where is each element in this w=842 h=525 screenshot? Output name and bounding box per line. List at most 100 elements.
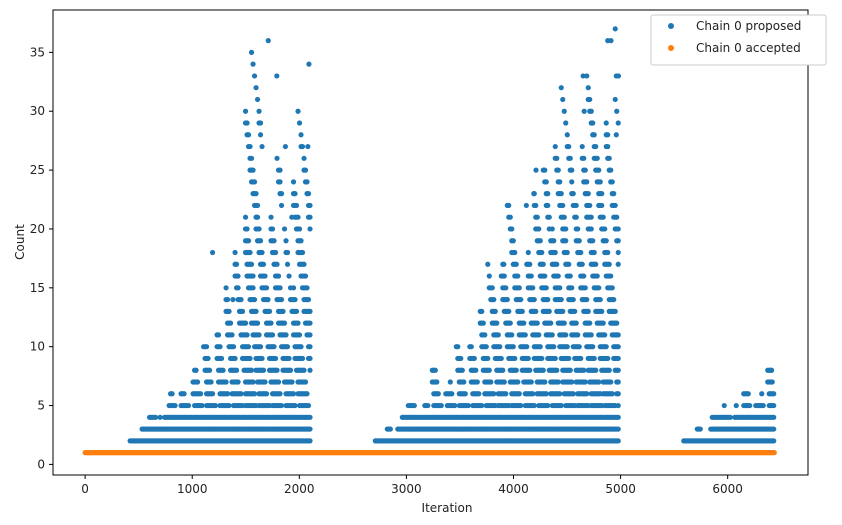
proposed-point — [501, 273, 507, 279]
proposed-point — [286, 355, 292, 362]
y-tick-label: 25 — [30, 163, 45, 177]
proposed-point — [248, 49, 255, 55]
proposed-point — [474, 379, 480, 385]
x-tick-label: 3000 — [391, 482, 422, 496]
proposed-point — [271, 344, 277, 350]
accepted-point — [771, 450, 777, 456]
proposed-point — [615, 414, 621, 420]
proposed-point — [585, 191, 591, 197]
proposed-point — [263, 285, 270, 291]
proposed-point — [307, 226, 313, 232]
proposed-point — [555, 273, 561, 279]
proposed-point — [613, 132, 619, 138]
proposed-point — [573, 320, 579, 326]
proposed-point — [265, 38, 271, 44]
proposed-point — [268, 320, 274, 326]
proposed-point — [250, 379, 256, 385]
proposed-point — [534, 214, 540, 220]
x-tick-label: 5000 — [605, 482, 636, 496]
proposed-point — [447, 379, 453, 385]
proposed-point — [605, 249, 611, 256]
proposed-point — [438, 402, 444, 409]
proposed-point — [212, 402, 219, 409]
proposed-point — [584, 391, 590, 397]
proposed-point — [605, 132, 611, 138]
proposed-point — [263, 391, 270, 397]
proposed-point — [557, 285, 563, 291]
proposed-point — [578, 355, 584, 362]
proposed-point — [611, 191, 617, 197]
proposed-point — [584, 179, 590, 185]
proposed-point — [599, 202, 605, 209]
proposed-point — [575, 332, 581, 338]
proposed-point — [185, 402, 192, 409]
proposed-point — [566, 261, 572, 267]
proposed-point — [513, 261, 519, 267]
proposed-point — [612, 96, 618, 103]
proposed-point — [554, 367, 560, 373]
proposed-point — [224, 296, 231, 303]
proposed-point — [536, 332, 542, 338]
proposed-point — [278, 296, 285, 303]
proposed-point — [235, 379, 241, 385]
proposed-point — [602, 226, 608, 232]
proposed-point — [287, 367, 294, 373]
proposed-point — [531, 191, 537, 197]
proposed-point — [593, 367, 599, 373]
proposed-point — [253, 214, 260, 220]
proposed-point — [434, 379, 440, 385]
proposed-point — [486, 273, 492, 279]
proposed-point — [533, 308, 539, 314]
proposed-point — [608, 273, 614, 279]
proposed-point — [536, 226, 542, 232]
proposed-point — [513, 367, 519, 373]
proposed-point — [411, 402, 417, 409]
proposed-point — [521, 320, 527, 326]
proposed-point — [296, 120, 303, 126]
proposed-point — [615, 120, 621, 126]
y-tick-label: 0 — [37, 457, 45, 471]
proposed-point — [612, 308, 618, 314]
proposed-point — [615, 73, 622, 79]
proposed-point — [206, 367, 213, 373]
proposed-point — [251, 296, 258, 303]
legend-label-accepted: Chain 0 accepted — [696, 41, 801, 55]
proposed-point — [479, 308, 485, 314]
proposed-point — [197, 391, 204, 397]
proposed-point — [217, 344, 223, 350]
proposed-point — [479, 402, 485, 409]
legend: Chain 0 proposed Chain 0 accepted — [650, 14, 827, 66]
proposed-point — [435, 391, 441, 397]
proposed-point — [226, 402, 232, 409]
proposed-point — [260, 367, 267, 373]
proposed-point — [232, 249, 238, 256]
proposed-point — [296, 226, 303, 232]
proposed-point — [560, 96, 566, 103]
proposed-point — [614, 214, 620, 220]
proposed-point — [501, 379, 507, 385]
proposed-point — [239, 308, 246, 314]
proposed-point — [576, 344, 582, 350]
proposed-point — [245, 344, 252, 350]
proposed-point — [298, 344, 304, 350]
proposed-point — [597, 296, 603, 303]
proposed-point — [769, 379, 775, 385]
proposed-point — [771, 426, 777, 432]
proposed-point — [727, 414, 733, 420]
proposed-point — [500, 367, 506, 373]
proposed-point — [293, 202, 300, 209]
proposed-point — [615, 249, 621, 256]
proposed-point — [504, 296, 510, 303]
proposed-point — [193, 367, 199, 373]
proposed-point — [540, 261, 546, 267]
proposed-point — [269, 226, 276, 232]
proposed-point — [605, 355, 611, 362]
proposed-point — [304, 391, 310, 397]
proposed-point — [527, 367, 533, 373]
proposed-point — [203, 344, 210, 350]
proposed-point — [600, 320, 606, 326]
proposed-point — [307, 438, 313, 444]
proposed-point — [232, 355, 238, 362]
proposed-point — [573, 214, 579, 220]
proposed-point — [542, 273, 548, 279]
